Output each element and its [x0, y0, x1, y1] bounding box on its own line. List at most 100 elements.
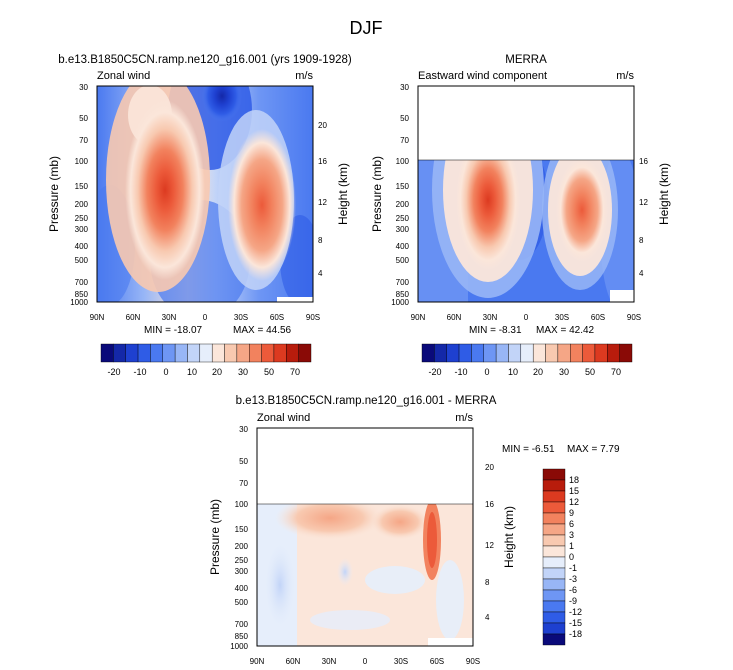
colorbar-swatch	[113, 343, 126, 363]
y-tick: 500	[396, 256, 410, 265]
colorbar-label: -3	[569, 574, 577, 584]
x-tick: 90N	[250, 657, 265, 666]
y-tick: 1000	[230, 642, 248, 651]
colorbar-swatch	[508, 343, 522, 363]
colorbar-label: 20	[212, 367, 222, 377]
height-tick: 8	[485, 578, 490, 587]
x-tick: 60N	[286, 657, 301, 666]
panel-model-frame	[96, 85, 314, 303]
panel-diff-y-ticks: 30 50 70 100 150 200 250 300 400 500 700…	[230, 425, 248, 651]
colorbar-label: 0	[484, 367, 489, 377]
colorbar-swatch	[542, 589, 566, 602]
colorbar-swatch	[542, 556, 566, 569]
panel-merra-y-ticks: 30 50 70 100 150 200 250 300 400 500 700…	[391, 83, 409, 307]
y-tick: 70	[400, 136, 409, 145]
x-tick: 60S	[270, 313, 284, 322]
panel-merra-field	[418, 160, 634, 302]
y-tick: 30	[79, 83, 88, 92]
x-tick: 90S	[466, 657, 480, 666]
y-tick: 850	[396, 290, 410, 299]
colorbar-swatch	[542, 633, 566, 646]
y-tick: 500	[235, 598, 249, 607]
x-tick: 0	[203, 313, 208, 322]
height-tick: 20	[318, 121, 327, 130]
colorbar-swatch	[542, 611, 566, 624]
colorbar-label: 30	[238, 367, 248, 377]
panel-model-title: b.e13.B1850C5CN.ramp.ne120_g16.001 (yrs …	[58, 54, 352, 66]
panel-model-y-ticks: 30 50 70 100 150 200 250 300 400 500 700…	[70, 83, 88, 307]
colorbar-swatch	[174, 343, 188, 363]
colorbar-swatch	[273, 343, 287, 363]
panel-merra-ylabel-right: Height (km)	[657, 163, 671, 225]
panel-model: b.e13.B1850C5CN.ramp.ne120_g16.001 (yrs …	[47, 54, 352, 336]
panel-diff-subtitle: Zonal wind	[257, 412, 310, 424]
x-tick: 60S	[430, 657, 444, 666]
x-tick: 60N	[447, 313, 462, 322]
x-tick: 0	[524, 313, 529, 322]
colorbar-label: -1	[569, 563, 577, 573]
panel-merra: MERRA Eastward wind component m/s 30 50 …	[370, 54, 671, 336]
colorbar-diff	[542, 468, 566, 646]
colorbar-swatch	[570, 343, 583, 363]
y-tick: 200	[235, 542, 249, 551]
y-tick: 400	[235, 584, 249, 593]
height-tick: 4	[318, 269, 323, 278]
colorbar-swatch	[542, 523, 566, 536]
colorbar-label: -15	[569, 618, 582, 628]
colorbar-swatch	[495, 343, 509, 363]
y-tick: 850	[75, 290, 89, 299]
colorbar-label: 30	[559, 367, 569, 377]
colorbar-swatch	[582, 343, 596, 363]
x-tick: 90N	[411, 313, 426, 322]
colorbar-swatch	[545, 343, 559, 363]
panel-model-x-ticks: 90N 60N 30N 0 30S 60S 90S	[90, 313, 320, 322]
y-tick: 50	[79, 114, 88, 123]
y-tick: 100	[235, 500, 249, 509]
x-tick: 30S	[555, 313, 569, 322]
colorbar-label: 15	[569, 486, 579, 496]
colorbar-label: 6	[569, 519, 574, 529]
panel-diff-field	[257, 504, 473, 646]
y-tick: 100	[75, 157, 89, 166]
colorbar-swatch	[542, 468, 566, 481]
colorbar-swatch	[542, 622, 566, 635]
colorbar-swatch	[286, 343, 299, 363]
x-tick: 30N	[322, 657, 337, 666]
panel-diff-frame	[256, 427, 474, 647]
panel-merra-max: MAX = 42.42	[536, 325, 595, 336]
colorbar-model	[100, 343, 312, 363]
colorbar-label: 1	[569, 541, 574, 551]
colorbar-label: -6	[569, 585, 577, 595]
x-tick: 90N	[90, 313, 105, 322]
colorbar-swatch	[187, 343, 201, 363]
colorbar-label: 0	[569, 552, 574, 562]
panel-merra-x-ticks: 90N 60N 30N 0 30S 60S 90S	[411, 313, 641, 322]
y-tick: 150	[75, 182, 89, 191]
height-tick: 8	[318, 236, 323, 245]
colorbar-swatch	[446, 343, 460, 363]
height-tick: 12	[318, 198, 327, 207]
panel-merra-ylabel: Pressure (mb)	[370, 156, 384, 232]
colorbar-swatch	[211, 343, 225, 363]
colorbar-label: -20	[428, 367, 441, 377]
colorbar-model-labels: -20 -10 0 10 20 30 50 70	[107, 367, 300, 377]
colorbar-swatch	[162, 343, 176, 363]
y-tick: 1000	[391, 298, 409, 307]
colorbar-label: 50	[585, 367, 595, 377]
colorbar-swatch	[125, 343, 139, 363]
colorbar-swatch	[542, 578, 566, 591]
x-tick: 30S	[234, 313, 248, 322]
height-tick: 16	[485, 500, 494, 509]
colorbar-label: 10	[508, 367, 518, 377]
colorbar-label: 12	[569, 497, 579, 507]
panel-diff-units: m/s	[455, 412, 473, 424]
colorbar-swatch	[249, 343, 262, 363]
colorbar-swatch	[594, 343, 608, 363]
y-tick: 300	[235, 567, 249, 576]
panel-model-subtitle: Zonal wind	[97, 70, 150, 82]
y-tick: 500	[75, 256, 89, 265]
panel-model-ylabel: Pressure (mb)	[47, 156, 61, 232]
y-tick: 70	[79, 136, 88, 145]
panel-diff-min: MIN = -6.51	[502, 444, 555, 455]
panel-merra-subtitle: Eastward wind component	[418, 70, 547, 82]
